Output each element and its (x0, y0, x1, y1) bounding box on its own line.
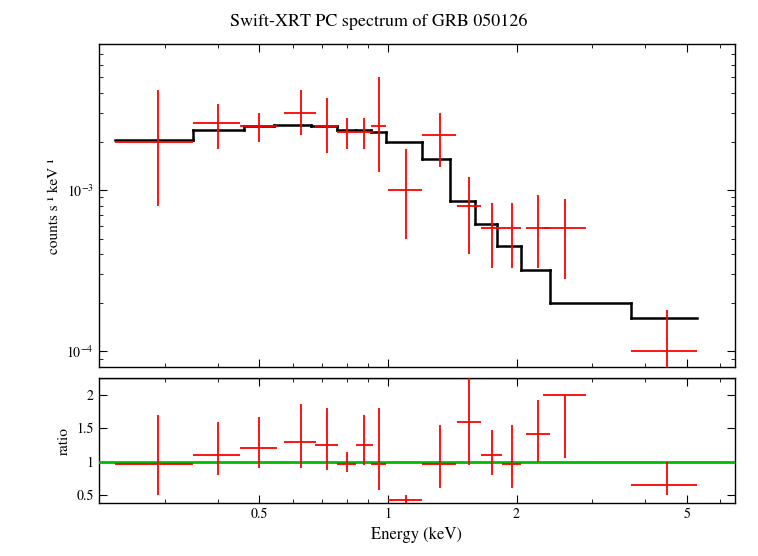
Y-axis label: ratio: ratio (58, 426, 70, 455)
Y-axis label: counts s⁻¹ keV⁻¹: counts s⁻¹ keV⁻¹ (47, 158, 61, 254)
Text: Swift-XRT PC spectrum of GRB 050126: Swift-XRT PC spectrum of GRB 050126 (230, 14, 528, 31)
X-axis label: Energy (keV): Energy (keV) (371, 527, 462, 543)
